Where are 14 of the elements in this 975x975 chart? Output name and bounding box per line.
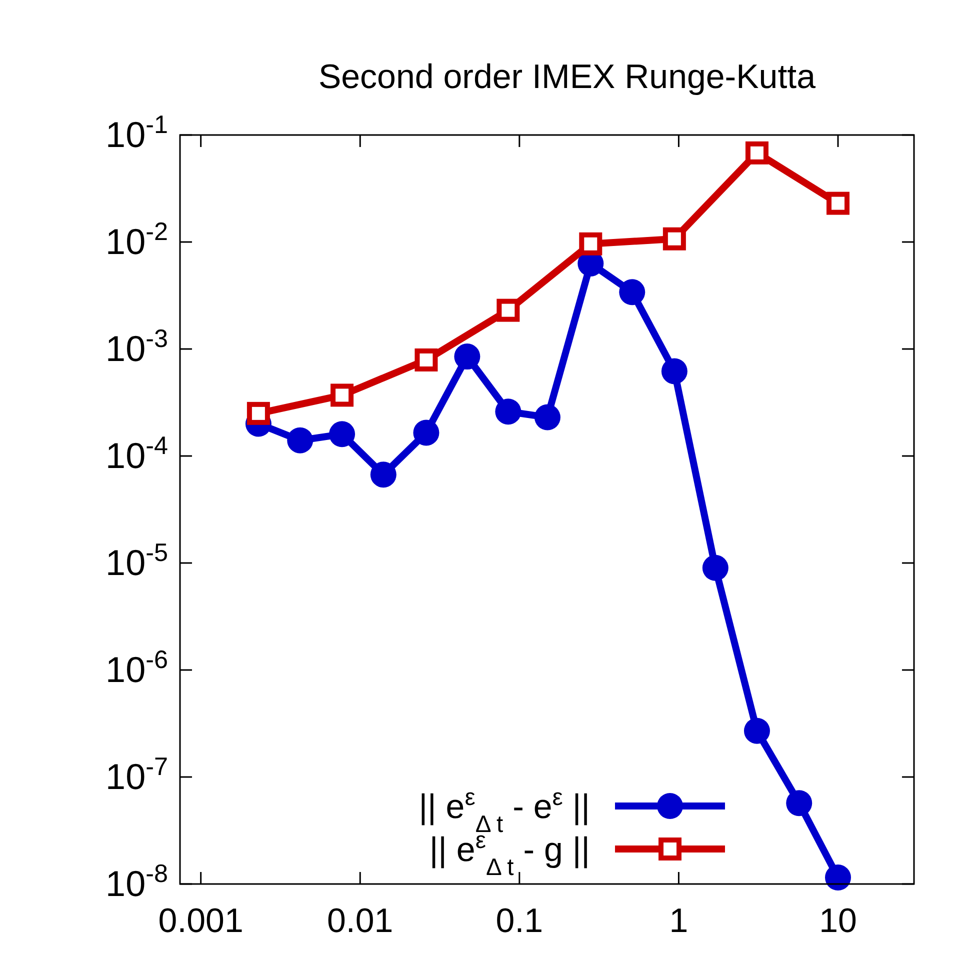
chart-title: Second order IMEX Runge-Kutta (318, 58, 816, 96)
y-tick-label: 10$^{-8}$ (106, 860, 168, 904)
x-tick-label: 0.001 (158, 902, 244, 940)
y-tick-label: 10$^{-6}$ (106, 646, 168, 690)
y-tick-label: 10$^{-2}$ (106, 218, 168, 262)
y-tick-label: 10$^{-1}$ (106, 111, 168, 155)
x-tick-label: 0.01 (327, 902, 394, 940)
x-tick-label: 10 (819, 902, 857, 940)
y-tick-label: 10$^{-3}$ (106, 325, 168, 369)
y-tick-label: 10$^{-4}$ (106, 432, 168, 476)
y-tick-label: 10$^{-7}$ (106, 753, 168, 797)
x-tick-label: 1 (669, 902, 688, 940)
y-tick-label: 10$^{-5}$ (106, 539, 168, 583)
x-tick-label: 0.1 (496, 902, 544, 940)
